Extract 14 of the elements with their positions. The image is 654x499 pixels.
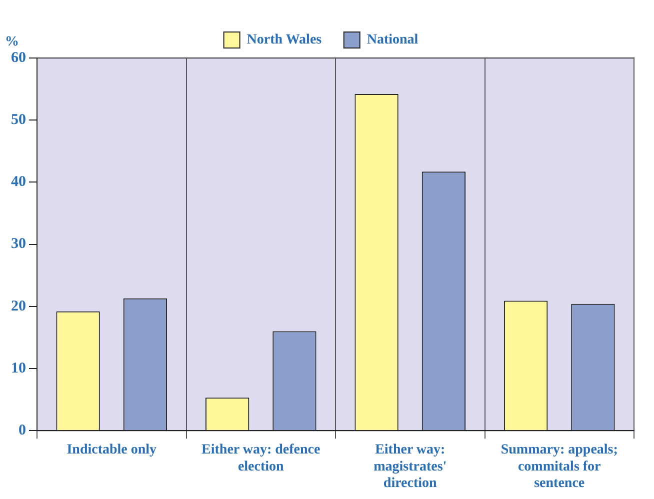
x-tick-label: Either way: defence election — [202, 442, 320, 474]
legend-label: North Wales — [246, 32, 322, 48]
x-tick-label: Indictable only — [66, 442, 157, 458]
x-tick-label: Either way: magistrates' direction — [374, 442, 447, 492]
y-tick-label: 30 — [11, 236, 26, 252]
y-tick-label: 0 — [18, 422, 26, 438]
x-tick-label: Summary: appeals; commitals for sentence — [500, 442, 618, 492]
y-tick-label: 50 — [11, 112, 26, 128]
legend-label: National — [366, 32, 418, 48]
y-axis-title: % — [5, 34, 19, 50]
y-tick-label: 20 — [11, 298, 26, 314]
y-tick-label: 40 — [11, 174, 26, 190]
y-tick-label: 60 — [11, 50, 26, 66]
y-tick-label: 10 — [11, 360, 26, 376]
